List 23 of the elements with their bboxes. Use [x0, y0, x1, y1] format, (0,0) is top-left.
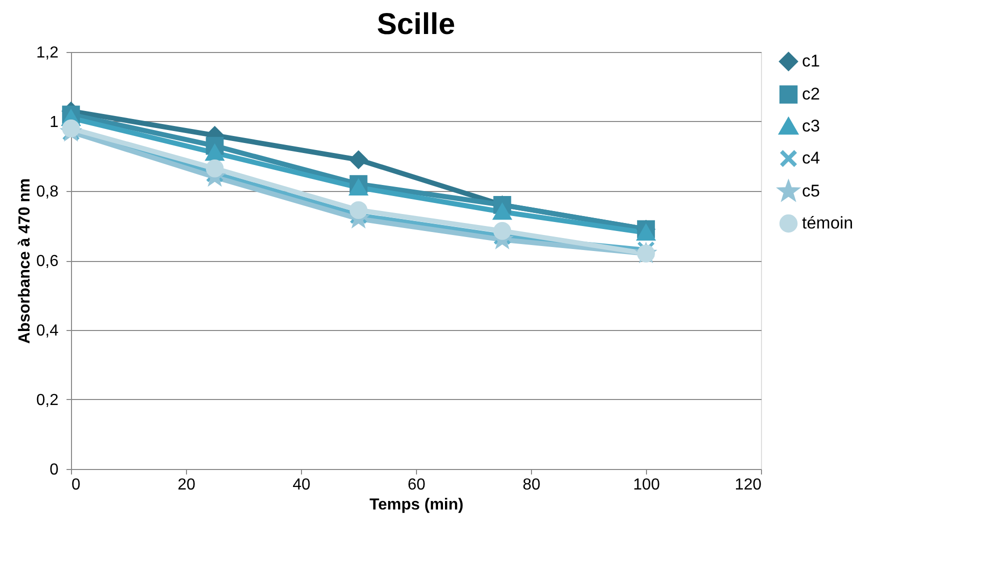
y-tick-label: 0,6: [36, 253, 59, 270]
x-tick-label: 40: [292, 476, 310, 494]
x-tick-label: 120: [734, 476, 762, 494]
y-tick-label: 1,2: [36, 44, 59, 62]
legend-label: c4: [802, 148, 820, 168]
y-axis-title: Absorbance à 470 nm: [16, 178, 34, 344]
legend-label: c3: [802, 116, 820, 136]
y-tick-label: 0,2: [36, 392, 59, 409]
y-tick-label: 0,8: [36, 184, 59, 200]
x-tick-label: 80: [522, 476, 540, 494]
x-tick-label: 20: [178, 476, 196, 494]
x-tick-label: 100: [633, 476, 660, 494]
y-tick-label: 0: [50, 462, 59, 478]
legend-label: témoin: [802, 214, 854, 232]
legend-label: c1: [802, 52, 820, 70]
legend-label: c5: [802, 182, 820, 200]
y-tick-label: 0,4: [36, 322, 59, 340]
chart-title: Scille: [376, 8, 456, 41]
legend-label: c2: [802, 84, 820, 104]
x-tick-label: 0: [72, 476, 80, 494]
x-tick-label: 60: [408, 476, 426, 494]
y-tick-label: 1: [50, 114, 59, 131]
x-axis-title: Temps (min): [370, 496, 464, 514]
